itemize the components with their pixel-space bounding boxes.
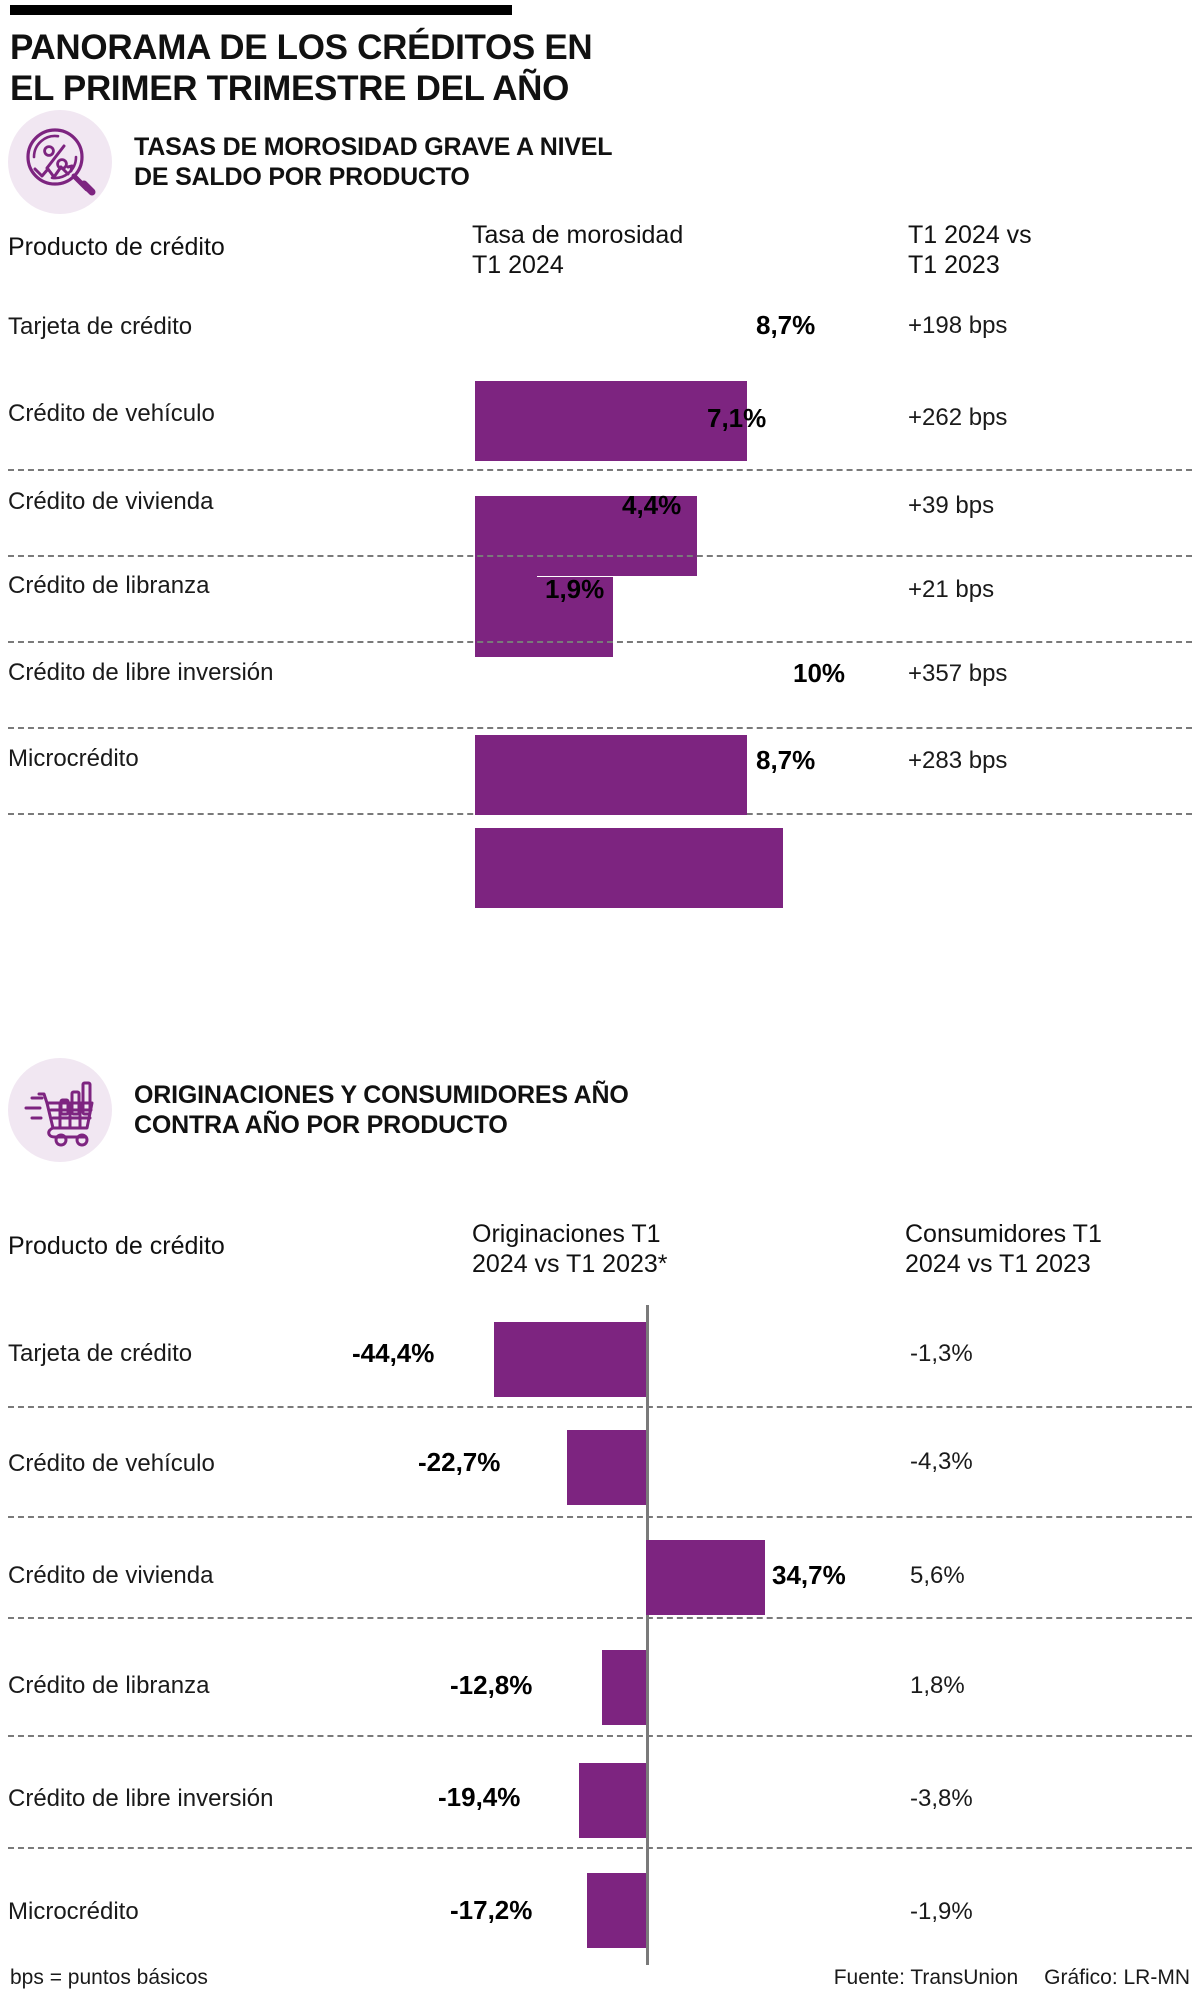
morosidad-delta-2: +39 bps — [908, 492, 995, 519]
morosidad-product-4: Crédito de libre inversión — [8, 659, 274, 686]
originaciones-product-4: Crédito de libre inversión — [8, 1785, 274, 1812]
section-2-header: ORIGINACIONES Y CONSUMIDORES AÑO CONTRA … — [8, 1058, 629, 1162]
section-1-col2-header: Tasa de morosidad T1 2024 — [472, 221, 683, 280]
morosidad-product-2: Crédito de vivienda — [8, 488, 214, 515]
section-2-title-line2: CONTRA AÑO POR PRODUCTO — [134, 1111, 508, 1139]
originaciones-value-1: -22,7% — [418, 1447, 501, 1477]
section-1-col1-header-text: Producto de crédito — [8, 233, 225, 261]
morosidad-rate-0: 8,7% — [756, 310, 816, 340]
section-1-col2-header-line1: Tasa de morosidad — [472, 221, 684, 249]
footer-source: Fuente: TransUnion — [833, 1966, 1019, 1989]
originaciones-bar-4 — [579, 1763, 646, 1838]
section-2-col3-header-line2: 2024 vs T1 2023 — [905, 1249, 1091, 1278]
consumidores-value-0: -1,3% — [910, 1340, 973, 1367]
morosidad-rate-2: 4,4% — [622, 490, 682, 520]
zero-axis-line — [646, 1305, 649, 1965]
originaciones-value-2: 34,7% — [772, 1560, 846, 1590]
section-2-col3-header-line1: Consumidores T1 — [905, 1220, 1102, 1248]
originaciones-bar-2 — [646, 1540, 765, 1615]
originaciones-product-5: Microcrédito — [8, 1898, 139, 1925]
row-divider — [8, 555, 1192, 557]
footer-note: bps = puntos básicos — [10, 1966, 208, 1989]
section-2-col2-header-line2: 2024 vs T1 2023* — [472, 1249, 668, 1278]
shopping-cart-growth-icon — [8, 1058, 112, 1162]
morosidad-bar-3c — [475, 559, 537, 639]
row-divider — [8, 1617, 1192, 1619]
section-1-col3-header-line1: T1 2024 vs — [908, 221, 1032, 249]
morosidad-bar-5 — [475, 735, 747, 815]
section-1-title-line2: DE SALDO POR PRODUCTO — [134, 163, 470, 191]
row-divider — [8, 469, 1192, 471]
originaciones-value-3: -12,8% — [450, 1670, 533, 1700]
morosidad-rate-4: 10% — [793, 658, 846, 688]
originaciones-product-0: Tarjeta de crédito — [8, 1340, 193, 1367]
morosidad-rate-3: 1,9% — [545, 574, 605, 604]
originaciones-value-4: -19,4% — [438, 1782, 521, 1812]
morosidad-rate-5: 8,7% — [756, 745, 816, 775]
row-divider — [8, 641, 1192, 643]
section-1-col2-header-line2: T1 2024 — [472, 250, 564, 279]
morosidad-delta-3: +21 bps — [908, 576, 995, 603]
row-divider — [8, 1735, 1192, 1737]
section-2-col2-header: Originaciones T1 2024 vs T1 2023* — [472, 1220, 668, 1279]
morosidad-product-0: Tarjeta de crédito — [8, 313, 193, 340]
section-2-title: ORIGINACIONES Y CONSUMIDORES AÑO CONTRA … — [134, 1080, 629, 1140]
row-divider — [8, 727, 1192, 729]
consumidores-value-3: 1,8% — [910, 1672, 965, 1699]
originaciones-bar-3 — [602, 1650, 646, 1725]
page-title: PANORAMA DE LOS CRÉDITOS EN EL PRIMER TR… — [10, 28, 750, 109]
section-2-col1-header-text: Producto de crédito — [8, 1232, 225, 1260]
originaciones-bar-0 — [494, 1322, 646, 1397]
consumidores-value-4: -3,8% — [910, 1785, 973, 1812]
morosidad-product-3: Crédito de libranza — [8, 572, 210, 599]
row-divider — [8, 1516, 1192, 1518]
consumidores-value-2: 5,6% — [910, 1562, 965, 1589]
originaciones-value-0: -44,4% — [352, 1338, 435, 1368]
originaciones-bar-1 — [567, 1430, 646, 1505]
morosidad-rate-1: 7,1% — [707, 403, 767, 433]
morosidad-product-5: Microcrédito — [8, 745, 139, 772]
footer-credit: Gráfico: LR-MN — [1044, 1966, 1190, 1989]
section-1-title-line1: TASAS DE MOROSIDAD GRAVE A NIVEL — [134, 133, 613, 161]
row-divider — [8, 1406, 1192, 1408]
morosidad-product-1: Crédito de vehículo — [8, 400, 215, 427]
originaciones-bar-5 — [587, 1873, 646, 1948]
section-2-col2-header-line1: Originaciones T1 — [472, 1220, 661, 1248]
originaciones-product-3: Crédito de libranza — [8, 1672, 210, 1699]
morosidad-bar-0 — [475, 381, 747, 461]
originaciones-product-1: Crédito de vehículo — [8, 1450, 215, 1477]
section-1-title: TASAS DE MOROSIDAD GRAVE A NIVEL DE SALD… — [134, 132, 613, 192]
morosidad-delta-5: +283 bps — [908, 747, 1008, 774]
morosidad-delta-1: +262 bps — [908, 404, 1008, 431]
section-1-header: TASAS DE MOROSIDAD GRAVE A NIVEL DE SALD… — [8, 110, 613, 214]
section-2-col3-header: Consumidores T1 2024 vs T1 2023 — [905, 1220, 1102, 1279]
magnifier-percent-chart-icon — [8, 110, 112, 214]
top-rule-divider — [10, 5, 512, 15]
page-title-line1: PANORAMA DE LOS CRÉDITOS EN — [10, 28, 593, 67]
originaciones-value-5: -17,2% — [450, 1895, 533, 1925]
originaciones-product-2: Crédito de vivienda — [8, 1562, 214, 1589]
morosidad-bar-4c — [475, 828, 783, 908]
row-divider — [8, 1847, 1192, 1849]
footer-credits: Fuente: TransUnion Gráfico: LR-MN — [834, 1966, 1190, 1990]
page-title-line2: EL PRIMER TRIMESTRE DEL AÑO — [10, 68, 570, 108]
morosidad-delta-4: +357 bps — [908, 660, 1008, 687]
section-1-col1-header: Producto de crédito — [8, 233, 225, 263]
consumidores-value-5: -1,9% — [910, 1898, 973, 1925]
consumidores-value-1: -4,3% — [910, 1448, 973, 1475]
section-2-col1-header: Producto de crédito — [8, 1232, 225, 1262]
morosidad-delta-0: +198 bps — [908, 312, 1008, 339]
section-2-title-line1: ORIGINACIONES Y CONSUMIDORES AÑO — [134, 1081, 629, 1109]
section-1-col3-header-line2: T1 2023 — [908, 250, 1000, 279]
section-1-col3-header: T1 2024 vs T1 2023 — [908, 221, 1032, 280]
